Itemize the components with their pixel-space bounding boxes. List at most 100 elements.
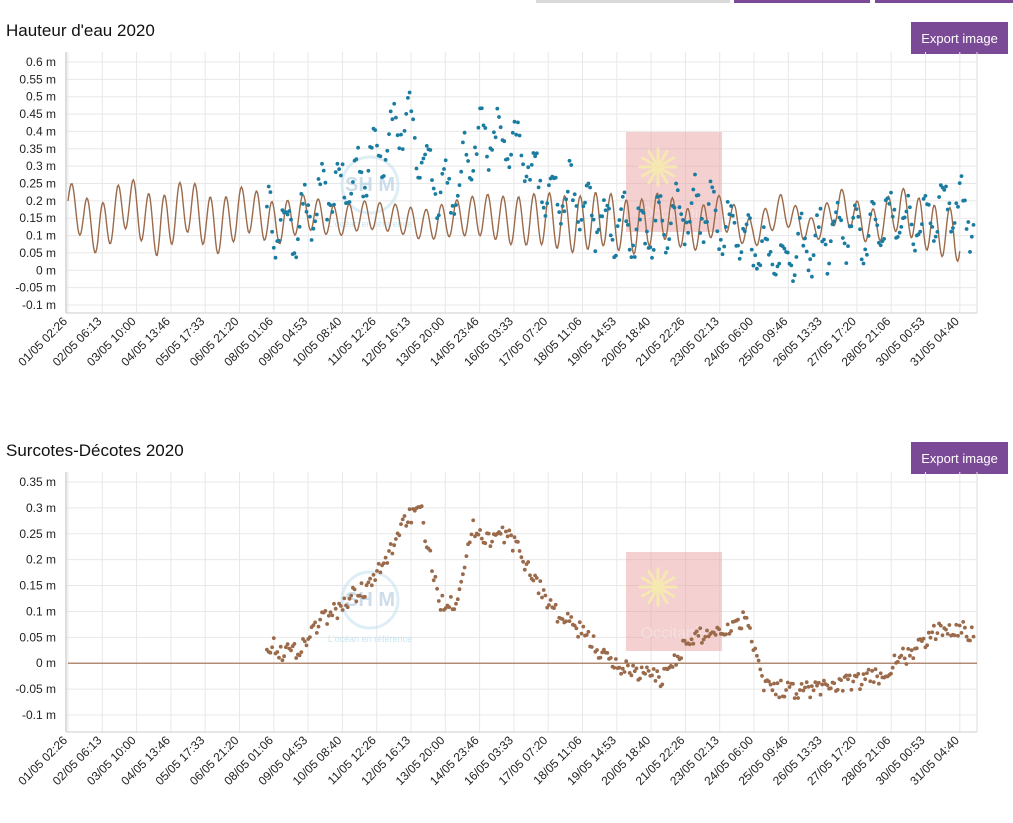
y-tick-label: -0.1 m <box>22 298 56 312</box>
data-point <box>543 214 548 218</box>
data-point <box>645 229 649 234</box>
data-point <box>715 229 720 234</box>
data-point <box>803 236 807 241</box>
data-point <box>968 250 972 254</box>
data-point <box>672 205 677 210</box>
data-point <box>430 569 434 573</box>
data-point <box>772 681 776 686</box>
data-point <box>440 171 445 176</box>
data-point <box>383 555 388 560</box>
data-point <box>507 165 512 170</box>
data-point <box>325 217 329 222</box>
data-point <box>646 669 651 673</box>
data-point <box>770 262 775 267</box>
data-point <box>686 230 690 235</box>
data-point <box>302 182 307 187</box>
data-point <box>519 153 524 158</box>
top-tab-indicator-2[interactable] <box>734 0 870 3</box>
export-image-button-water-height[interactable]: Export image <box>911 22 1008 54</box>
data-point <box>292 251 297 256</box>
data-point <box>571 198 575 203</box>
data-point <box>944 627 948 632</box>
data-point <box>963 198 967 203</box>
data-point <box>449 210 453 215</box>
data-point <box>813 680 818 685</box>
data-point <box>825 271 830 276</box>
data-point <box>957 181 962 186</box>
data-point <box>853 203 857 208</box>
data-point <box>560 617 565 621</box>
data-point <box>641 210 646 215</box>
data-point <box>576 220 580 224</box>
data-point <box>457 183 462 188</box>
data-point <box>708 179 713 184</box>
data-point <box>461 572 465 577</box>
y-tick-label: 0.25 m <box>19 177 56 191</box>
data-point <box>332 601 336 606</box>
data-point <box>746 213 751 217</box>
data-point <box>631 243 635 248</box>
data-point <box>620 666 625 671</box>
data-point <box>928 635 933 640</box>
export-image-button-surge[interactable]: Export image <box>911 442 1008 474</box>
data-point <box>742 229 747 234</box>
data-point <box>521 162 525 167</box>
data-point <box>392 543 397 548</box>
data-point <box>402 514 407 518</box>
data-point <box>526 560 531 564</box>
data-point <box>373 128 378 133</box>
top-tab-indicator-1[interactable] <box>536 0 730 3</box>
data-point <box>533 154 537 159</box>
data-point <box>581 624 586 629</box>
data-point <box>368 576 372 581</box>
data-point <box>660 218 665 223</box>
data-point <box>610 237 615 242</box>
data-point <box>492 130 496 135</box>
y-tick-label: 0.3 m <box>26 501 56 515</box>
data-point <box>799 211 804 216</box>
data-point <box>349 191 354 196</box>
y-tick-label: -0.05 m <box>15 281 56 295</box>
data-point <box>428 148 433 152</box>
data-point <box>863 677 868 682</box>
data-point <box>765 237 770 242</box>
data-point <box>320 161 324 166</box>
data-point <box>820 682 825 687</box>
data-point <box>369 145 374 150</box>
data-point <box>712 189 716 194</box>
data-point <box>626 663 630 668</box>
data-point <box>316 177 321 181</box>
data-point <box>947 623 952 627</box>
data-point <box>969 234 974 239</box>
data-point <box>875 674 880 679</box>
data-point <box>364 193 369 198</box>
data-point <box>923 194 928 198</box>
data-point <box>495 106 500 111</box>
top-tab-indicator-3[interactable] <box>875 0 1013 3</box>
data-point <box>810 684 814 688</box>
data-point <box>339 604 343 608</box>
data-point <box>352 587 357 592</box>
data-point <box>761 688 766 693</box>
data-point <box>364 583 369 588</box>
data-point <box>798 216 802 220</box>
data-point <box>354 599 359 604</box>
data-point <box>622 190 627 195</box>
data-point <box>928 221 933 226</box>
data-point <box>657 675 661 679</box>
data-point <box>632 669 637 673</box>
data-point <box>564 197 568 202</box>
data-point <box>476 125 481 130</box>
data-point <box>777 695 782 700</box>
data-point <box>528 177 532 182</box>
data-point <box>877 681 881 686</box>
data-point <box>323 609 328 613</box>
data-point <box>608 656 613 660</box>
data-point <box>908 205 912 210</box>
data-point <box>273 255 278 260</box>
data-point <box>840 236 845 240</box>
data-point <box>447 176 452 181</box>
data-point <box>337 167 341 172</box>
data-point <box>614 657 618 661</box>
